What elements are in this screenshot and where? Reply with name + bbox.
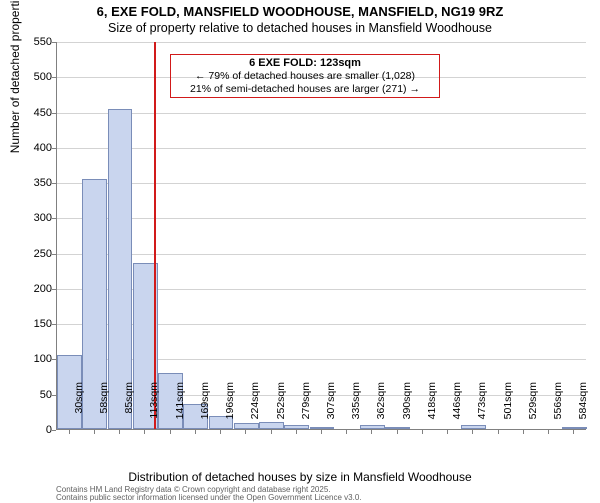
footer-line-2: Contains public sector information licen… — [56, 494, 362, 502]
x-tick-label: 418sqm — [426, 382, 438, 432]
x-tick-mark — [144, 430, 145, 434]
y-tick-label: 500 — [12, 71, 52, 83]
gridline-h — [57, 42, 586, 43]
x-tick-label: 113sqm — [148, 382, 160, 432]
x-tick-mark — [119, 430, 120, 434]
y-tick-mark — [52, 77, 56, 78]
x-tick-label: 529sqm — [527, 382, 539, 432]
x-tick-mark — [69, 430, 70, 434]
x-axis-label: Distribution of detached houses by size … — [0, 470, 600, 484]
x-tick-label: 556sqm — [552, 382, 564, 432]
y-tick-label: 200 — [12, 283, 52, 295]
x-tick-mark — [271, 430, 272, 434]
x-tick-label: 501sqm — [502, 382, 514, 432]
title-secondary: Size of property relative to detached ho… — [0, 21, 600, 35]
y-tick-mark — [52, 183, 56, 184]
y-tick-mark — [52, 42, 56, 43]
x-tick-label: 473sqm — [476, 382, 488, 432]
y-tick-label: 150 — [12, 318, 52, 330]
x-tick-label: 279sqm — [300, 382, 312, 432]
x-tick-mark — [346, 430, 347, 434]
y-tick-mark — [52, 148, 56, 149]
y-tick-label: 400 — [12, 142, 52, 154]
y-tick-label: 250 — [12, 248, 52, 260]
y-tick-label: 100 — [12, 353, 52, 365]
x-tick-label: 584sqm — [577, 382, 589, 432]
x-tick-mark — [220, 430, 221, 434]
callout-title: 6 EXE FOLD: 123sqm — [176, 57, 434, 70]
x-tick-mark — [472, 430, 473, 434]
x-tick-mark — [498, 430, 499, 434]
x-tick-mark — [422, 430, 423, 434]
y-tick-label: 350 — [12, 177, 52, 189]
y-tick-mark — [52, 430, 56, 431]
y-tick-mark — [52, 395, 56, 396]
x-tick-label: 390sqm — [401, 382, 413, 432]
x-tick-label: 252sqm — [275, 382, 287, 432]
x-tick-label: 196sqm — [224, 382, 236, 432]
x-tick-label: 335sqm — [350, 382, 362, 432]
gridline-h — [57, 183, 586, 184]
x-tick-mark — [523, 430, 524, 434]
gridline-h — [57, 254, 586, 255]
gridline-h — [57, 218, 586, 219]
x-tick-label: 169sqm — [199, 382, 211, 432]
title-primary: 6, EXE FOLD, MANSFIELD WOODHOUSE, MANSFI… — [0, 4, 600, 19]
attribution-footer: Contains HM Land Registry data © Crown c… — [56, 486, 362, 503]
y-tick-mark — [52, 289, 56, 290]
gridline-h — [57, 148, 586, 149]
y-tick-mark — [52, 113, 56, 114]
x-tick-label: 58sqm — [98, 382, 110, 432]
callout-line-2: 21% of semi-detached houses are larger (… — [176, 83, 434, 96]
y-tick-mark — [52, 254, 56, 255]
callout-box: 6 EXE FOLD: 123sqm← 79% of detached hous… — [170, 54, 440, 98]
plot-area: 6 EXE FOLD: 123sqm← 79% of detached hous… — [56, 42, 586, 430]
x-tick-label: 446sqm — [451, 382, 463, 432]
y-tick-label: 0 — [12, 424, 52, 436]
x-tick-mark — [573, 430, 574, 434]
y-tick-mark — [52, 218, 56, 219]
y-tick-label: 450 — [12, 107, 52, 119]
callout-line-1: ← 79% of detached houses are smaller (1,… — [176, 70, 434, 83]
y-tick-label: 50 — [12, 389, 52, 401]
gridline-h — [57, 113, 586, 114]
x-tick-label: 362sqm — [375, 382, 387, 432]
x-tick-mark — [321, 430, 322, 434]
x-tick-mark — [447, 430, 448, 434]
y-tick-label: 550 — [12, 36, 52, 48]
y-tick-mark — [52, 359, 56, 360]
x-tick-mark — [397, 430, 398, 434]
reference-line — [154, 42, 156, 429]
x-tick-mark — [195, 430, 196, 434]
y-tick-label: 300 — [12, 212, 52, 224]
x-tick-mark — [94, 430, 95, 434]
x-tick-mark — [170, 430, 171, 434]
x-tick-label: 224sqm — [249, 382, 261, 432]
x-tick-label: 85sqm — [123, 382, 135, 432]
x-tick-label: 141sqm — [174, 382, 186, 432]
x-tick-label: 30sqm — [73, 382, 85, 432]
x-tick-label: 307sqm — [325, 382, 337, 432]
x-tick-mark — [245, 430, 246, 434]
x-tick-mark — [296, 430, 297, 434]
x-tick-mark — [548, 430, 549, 434]
x-tick-mark — [371, 430, 372, 434]
y-tick-mark — [52, 324, 56, 325]
chart-container: 6, EXE FOLD, MANSFIELD WOODHOUSE, MANSFI… — [0, 0, 600, 500]
